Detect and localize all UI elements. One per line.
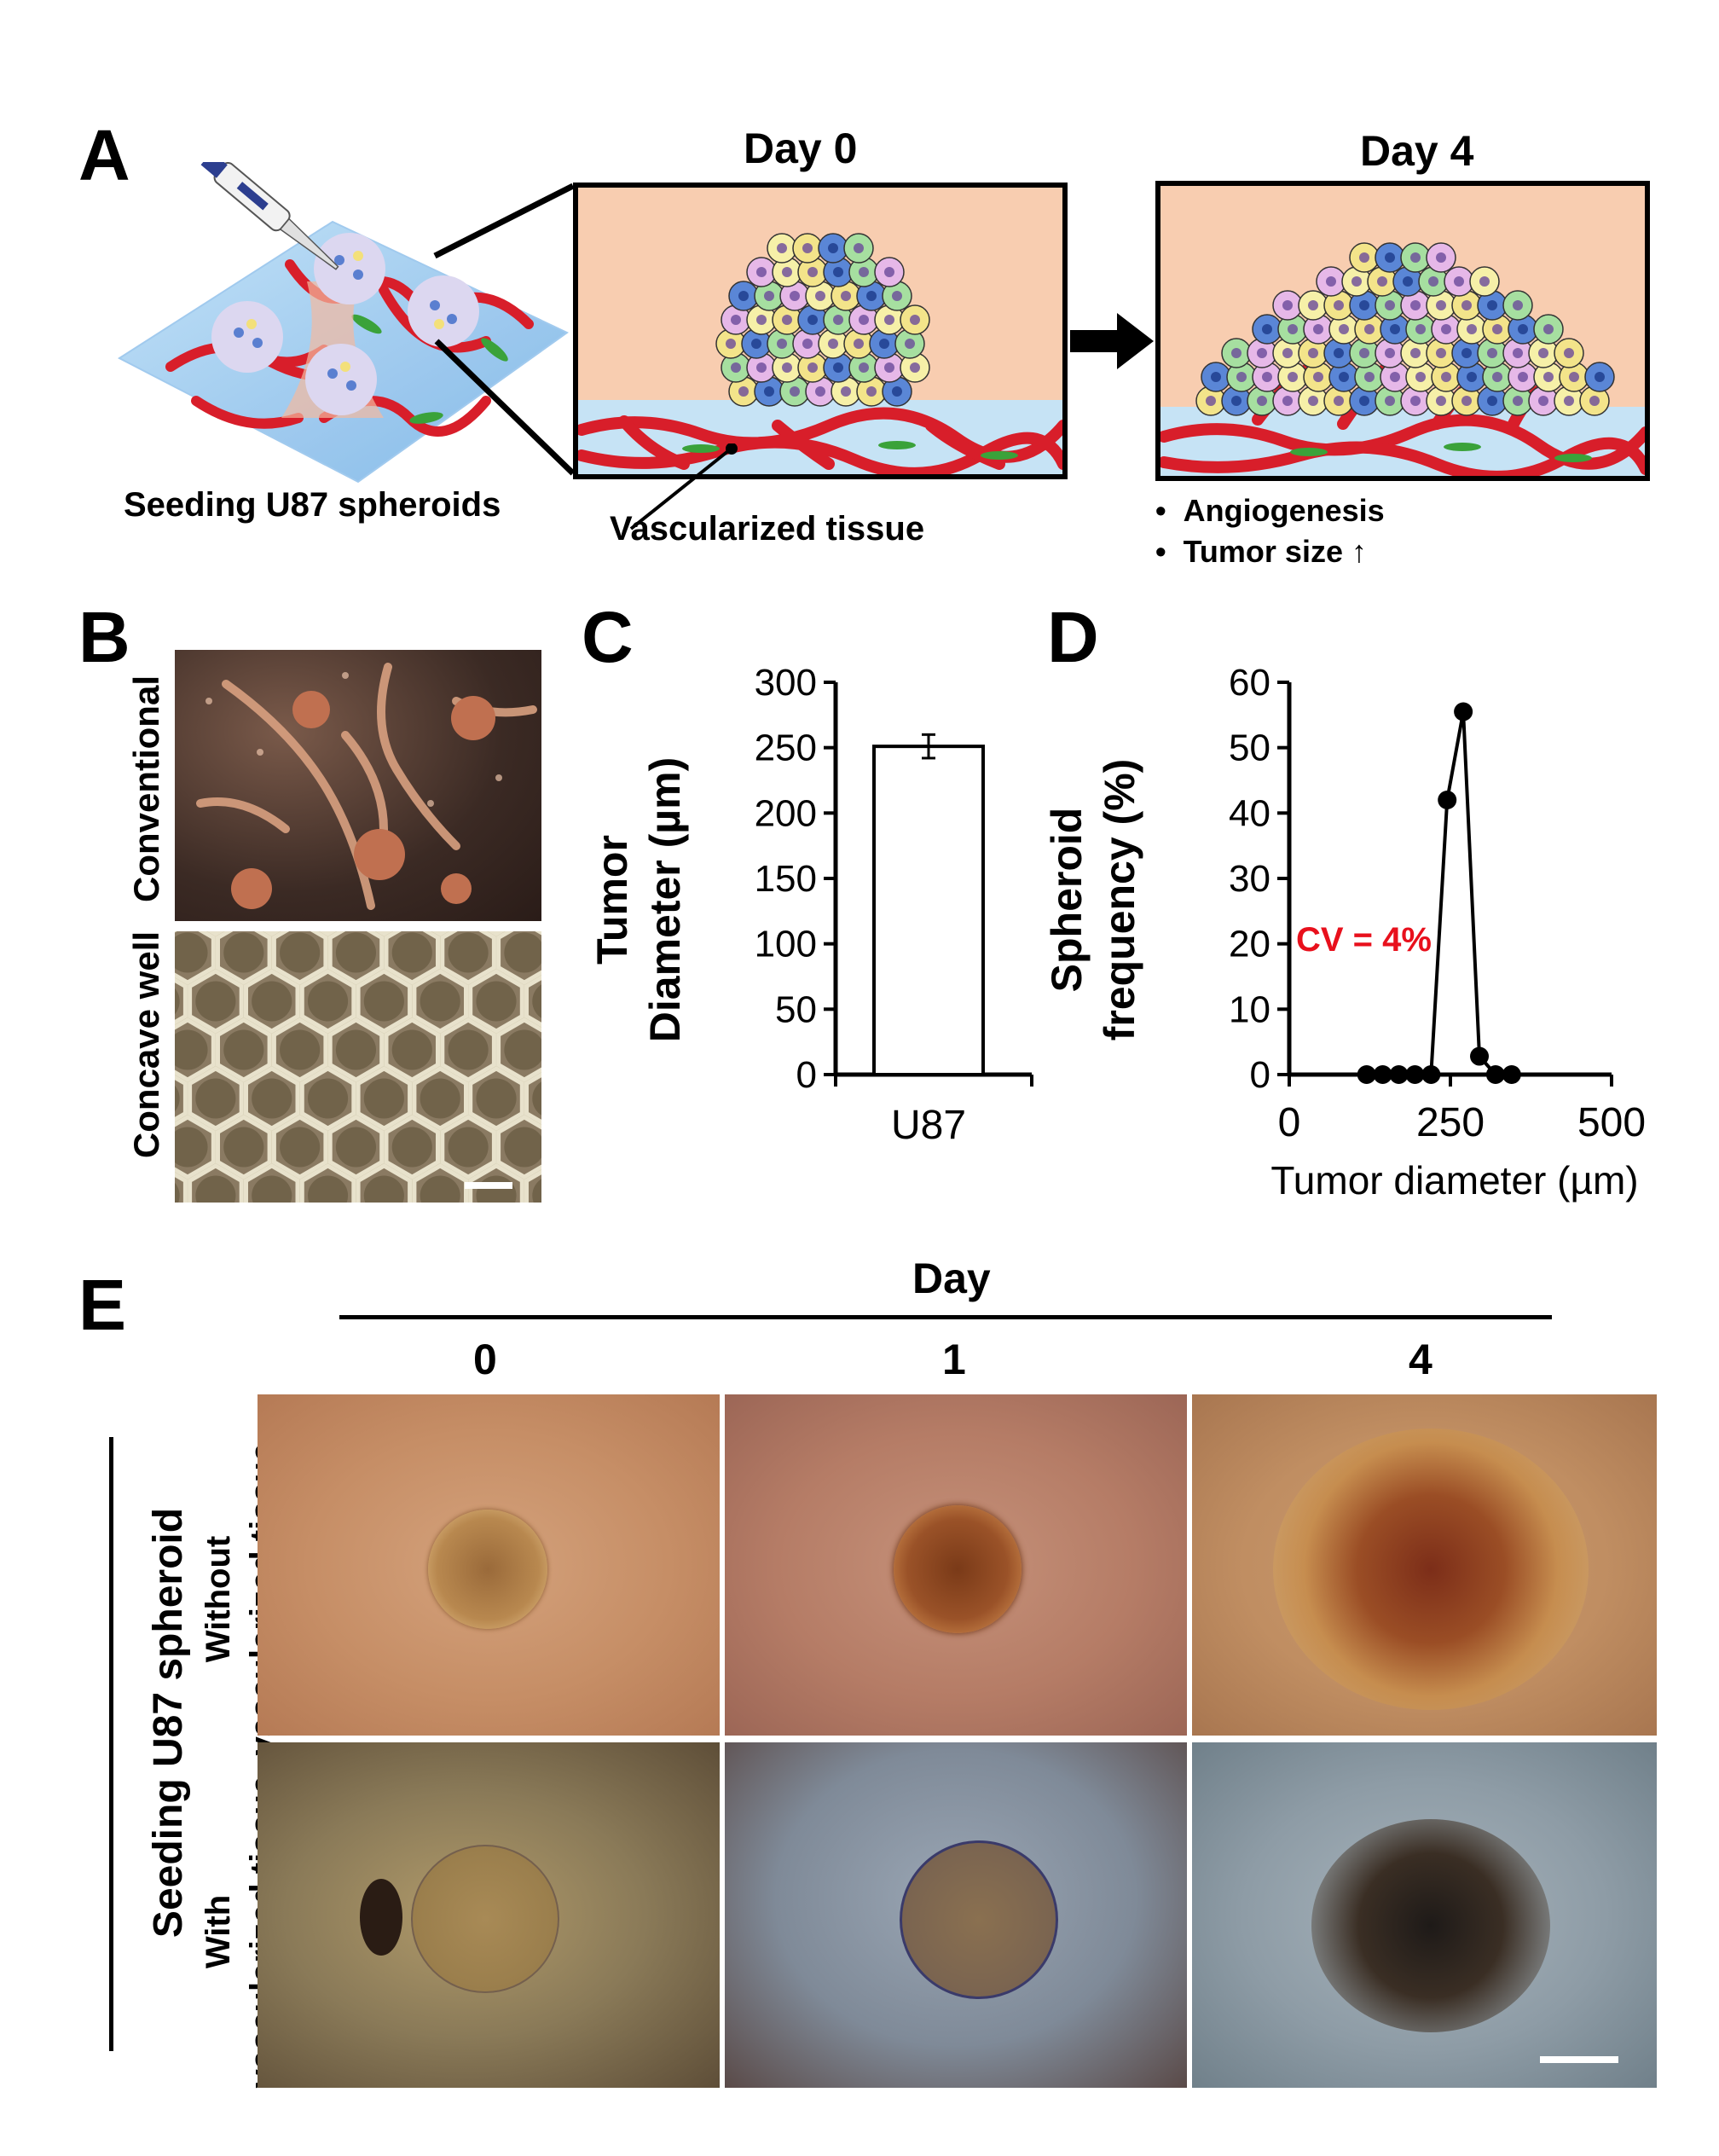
chart-d-ytick-label: 20 — [1229, 924, 1270, 965]
chart-d-cv-annotation: CV = 4% — [1296, 921, 1432, 959]
chart-d-point — [1438, 791, 1457, 809]
chart-d-point — [1485, 1065, 1505, 1084]
seeding-schematic — [118, 162, 569, 484]
chart-c-ylabel-line1: Tumor — [588, 835, 636, 965]
day0-schematic — [573, 183, 1068, 479]
chart-d-series-line — [1366, 710, 1512, 1076]
micrograph-conventional — [175, 650, 541, 921]
chart-d-xtick-label: 0 — [1278, 1100, 1301, 1145]
seeding-label: Seeding U87 spheroids — [124, 486, 501, 524]
chart-c-ylabel: Tumor Diameter (µm) — [588, 757, 689, 1042]
day4-bullets: • Angiogenesis • Tumor size ↑ — [1155, 490, 1385, 572]
chart-d-ytick-label: 40 — [1229, 792, 1270, 834]
e-day-1: 1 — [942, 1336, 966, 1383]
chart-d-point — [1502, 1065, 1521, 1084]
b-row-label-conventional: Conventional — [126, 675, 166, 903]
panel-label-d: D — [1047, 597, 1099, 677]
chart-c-ylabel-line2: Diameter (µm) — [641, 757, 689, 1042]
e-day-header: Day — [912, 1255, 991, 1302]
chart-c: Tumor Diameter (µm) 0 50 100 150 200 250 300 U8… — [588, 662, 1033, 1148]
chart-c-ytick-label: 150 — [755, 858, 817, 900]
chart-c-ytick-label: 300 — [755, 662, 817, 704]
scale-bar — [465, 1182, 512, 1189]
b-row-label-concave: Concave well — [126, 930, 166, 1159]
day0-title: Day 0 — [744, 125, 858, 172]
e-row2-label-line1: With — [200, 1894, 237, 1969]
chart-d-xlabel: Tumor diameter (µm) — [1270, 1158, 1638, 1203]
panel-label-a: A — [78, 115, 130, 195]
chart-d-point — [1421, 1065, 1441, 1084]
scale-bar-e — [1540, 2056, 1618, 2063]
chart-c-ytick-label: 50 — [775, 988, 817, 1030]
spheroid-cells-day4 — [1195, 242, 1615, 416]
chart-d-point — [1357, 1065, 1376, 1084]
chart-d-ytick-label: 60 — [1229, 662, 1270, 704]
chart-d-point — [1405, 1065, 1425, 1084]
chart-d-point — [1373, 1065, 1392, 1084]
chart-d-ytick-label: 30 — [1229, 858, 1270, 900]
e-side-rule — [109, 1437, 113, 2051]
spheroid-cells-day0 — [715, 233, 930, 407]
chart-d-point — [1389, 1065, 1409, 1084]
micrograph-with-day0 — [258, 1742, 720, 2088]
chart-d-ylabel: Spheroid frequency (%) — [1049, 759, 1143, 1041]
chart-d-ylabel-line1: Spheroid — [1049, 808, 1091, 993]
e-day-4: 4 — [1409, 1336, 1432, 1383]
micrograph-without-day1 — [725, 1394, 1187, 1736]
bullet-angiogenesis: • Angiogenesis — [1155, 493, 1385, 528]
chart-d-ylabel-line2: frequency (%) — [1096, 759, 1143, 1041]
micrograph-without-day4 — [1192, 1394, 1657, 1736]
chart-c-ytick-label: 0 — [796, 1054, 817, 1096]
panel-label-c: C — [582, 597, 634, 677]
progression-arrow — [1070, 313, 1154, 369]
micrograph-with-day1 — [725, 1742, 1187, 2088]
micrograph-with-day4 — [1192, 1742, 1657, 2088]
chart-c-ytick-label: 100 — [755, 924, 817, 965]
vascularized-pointer — [629, 443, 738, 530]
bullet-tumor-size: • Tumor size ↑ — [1155, 534, 1367, 569]
chart-d-xtick-label: 250 — [1416, 1100, 1485, 1145]
chart-d: Spheroid frequency (%) 0 10 20 30 40 50 60 0 250 5… — [1049, 662, 1646, 1203]
panel-label-b: B — [78, 597, 130, 677]
chart-d-ytick-label: 50 — [1229, 727, 1270, 769]
chart-c-bar — [872, 745, 985, 1076]
micrograph-concave-well — [175, 931, 541, 1203]
chart-d-point — [1470, 1046, 1490, 1066]
e-side-label: Seeding U87 spheroid — [146, 1507, 191, 1939]
chart-d-ytick-label: 10 — [1229, 988, 1270, 1030]
e-day-0: 0 — [473, 1336, 497, 1383]
micrograph-without-day0 — [258, 1394, 720, 1736]
chart-c-ytick-label: 250 — [755, 727, 817, 769]
day4-title: Day 4 — [1360, 127, 1474, 175]
vascularized-label: Vascularized tissue — [610, 510, 925, 548]
chart-c-category-label: U87 — [891, 1103, 966, 1148]
chart-c-ytick-label: 200 — [755, 792, 817, 834]
panel-label-e: E — [78, 1265, 127, 1345]
e-day-rule — [339, 1315, 1552, 1319]
chart-d-point — [1454, 702, 1473, 722]
day4-schematic — [1155, 181, 1650, 481]
chart-d-xtick-label: 500 — [1577, 1100, 1646, 1145]
chart-d-ytick-label: 0 — [1250, 1054, 1270, 1096]
